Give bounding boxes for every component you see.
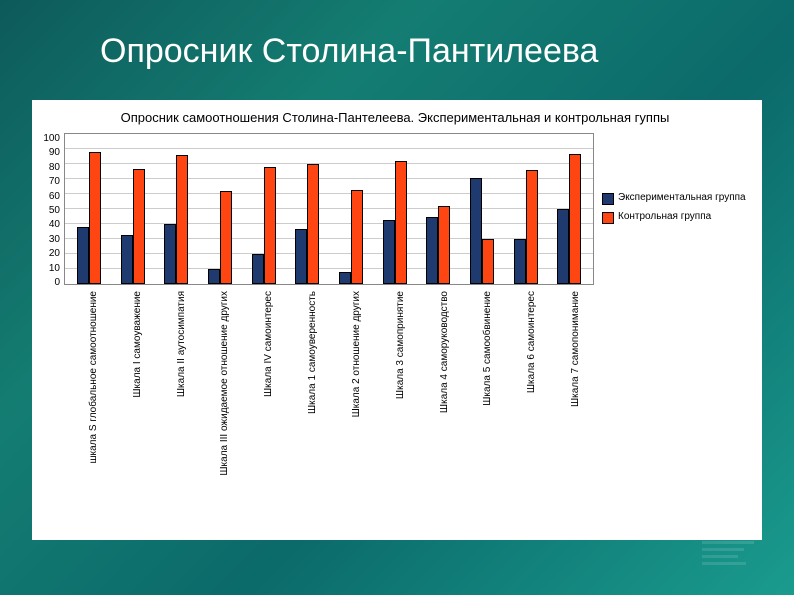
- bar-group: [373, 161, 417, 284]
- x-label-text: Шкала III ожидаемое отношение других: [219, 291, 230, 476]
- bar-ctrl: [133, 169, 145, 285]
- x-label: Шкала I самоуважение: [110, 285, 154, 517]
- x-label: Шкала 6 самоинтерес: [504, 285, 548, 517]
- bar-group: [504, 170, 548, 284]
- x-axis-labels: шкала S глобальное самоотношение Шкала I …: [64, 285, 594, 517]
- plot-column: шкала S глобальное самоотношение Шкала I …: [64, 133, 594, 523]
- x-label-text: Шкала 5 самообвинение: [482, 291, 493, 406]
- x-label-text: Шкала 4 саморуководство: [439, 291, 450, 413]
- x-label: Шкала IV самоинтерес: [241, 285, 285, 517]
- y-tick: 40: [49, 219, 60, 230]
- y-tick: 10: [49, 263, 60, 274]
- x-label-text: Шкала 2 отношение других: [351, 291, 362, 417]
- bar-exp: [295, 229, 307, 285]
- y-tick: 20: [49, 248, 60, 259]
- bar-ctrl: [176, 155, 188, 284]
- bar-group: [460, 178, 504, 285]
- bar-exp: [339, 272, 351, 284]
- bar-exp: [383, 220, 395, 285]
- accent-lines-icon: [702, 541, 754, 565]
- y-tick: 100: [43, 133, 60, 144]
- y-tick: 60: [49, 191, 60, 202]
- y-axis: 1009080706050403020100: [38, 133, 64, 288]
- x-label-text: Шкала 6 самоинтерес: [526, 291, 537, 393]
- x-label-text: Шкала 7 самопонимание: [570, 291, 581, 407]
- bar-ctrl: [526, 170, 538, 284]
- y-tick: 80: [49, 162, 60, 173]
- legend-label-exp: Экспериментальная группа: [618, 192, 746, 203]
- x-label: Шкала 5 самообвинение: [460, 285, 504, 517]
- bar-group: [285, 164, 329, 284]
- x-label: Шкала III ожидаемое отношение других: [197, 285, 241, 517]
- bar-exp: [252, 254, 264, 284]
- legend-swatch-exp: [602, 193, 614, 205]
- bar-group: [547, 154, 591, 285]
- x-label: Шкала 2 отношение других: [329, 285, 373, 517]
- x-label: Шкала 1 самоуверенность: [285, 285, 329, 517]
- x-label: Шкала 4 саморуководство: [417, 285, 461, 517]
- legend-swatch-ctrl: [602, 212, 614, 224]
- y-tick: 50: [49, 205, 60, 216]
- gridline: [65, 148, 593, 149]
- x-label: Шкала 7 самопонимание: [548, 285, 592, 517]
- chart-container: Опросник самоотношения Столина-Пантелеев…: [32, 100, 762, 540]
- legend: Экспериментальная группа Контрольная гру…: [594, 133, 752, 283]
- bar-group: [67, 152, 111, 284]
- plot-area: [64, 133, 594, 285]
- legend-item-ctrl: Контрольная группа: [602, 211, 752, 224]
- bar-exp: [77, 227, 89, 284]
- bar-ctrl: [351, 190, 363, 285]
- x-label-text: Шкала I самоуважение: [132, 291, 143, 398]
- bar-ctrl: [220, 191, 232, 284]
- x-label-text: Шкала IV самоинтерес: [263, 291, 274, 397]
- bar-exp: [208, 269, 220, 284]
- bar-exp: [426, 217, 438, 285]
- bar-exp: [470, 178, 482, 285]
- bar-exp: [557, 209, 569, 284]
- bar-ctrl: [307, 164, 319, 284]
- bar-ctrl: [89, 152, 101, 284]
- legend-item-exp: Экспериментальная группа: [602, 192, 752, 205]
- bar-group: [154, 155, 198, 284]
- y-tick: 0: [54, 277, 60, 288]
- bar-ctrl: [482, 239, 494, 284]
- slide-title: Опросник Столина-Пантилеева: [100, 32, 598, 71]
- legend-label-ctrl: Контрольная группа: [618, 211, 711, 222]
- x-label-text: Шкала II аутосимпатия: [176, 291, 187, 397]
- y-tick: 70: [49, 176, 60, 187]
- bar-ctrl: [264, 167, 276, 284]
- x-label: Шкала 3 самопринятие: [373, 285, 417, 517]
- x-label: шкала S глобальное самоотношение: [66, 285, 110, 517]
- bar-group: [111, 169, 155, 285]
- bar-exp: [514, 239, 526, 284]
- bar-ctrl: [569, 154, 581, 285]
- x-label-text: Шкала 1 самоуверенность: [307, 291, 318, 414]
- x-label-text: Шкала 3 самопринятие: [395, 291, 406, 399]
- bar-ctrl: [395, 161, 407, 284]
- x-label-text: шкала S глобальное самоотношение: [88, 291, 99, 464]
- x-label: Шкала II аутосимпатия: [154, 285, 198, 517]
- bar-group: [329, 190, 373, 285]
- chart-title: Опросник самоотношения Столина-Пантелеев…: [38, 110, 752, 125]
- bar-ctrl: [438, 206, 450, 284]
- y-tick: 30: [49, 234, 60, 245]
- bar-group: [242, 167, 286, 284]
- slide-background: Опросник Столина-Пантилеева Опросник сам…: [0, 0, 794, 595]
- bar-group: [416, 206, 460, 284]
- bar-group: [198, 191, 242, 284]
- y-tick: 90: [49, 147, 60, 158]
- chart-body: 1009080706050403020100 шкала S глобально…: [38, 133, 752, 523]
- bar-exp: [164, 224, 176, 284]
- bar-exp: [121, 235, 133, 285]
